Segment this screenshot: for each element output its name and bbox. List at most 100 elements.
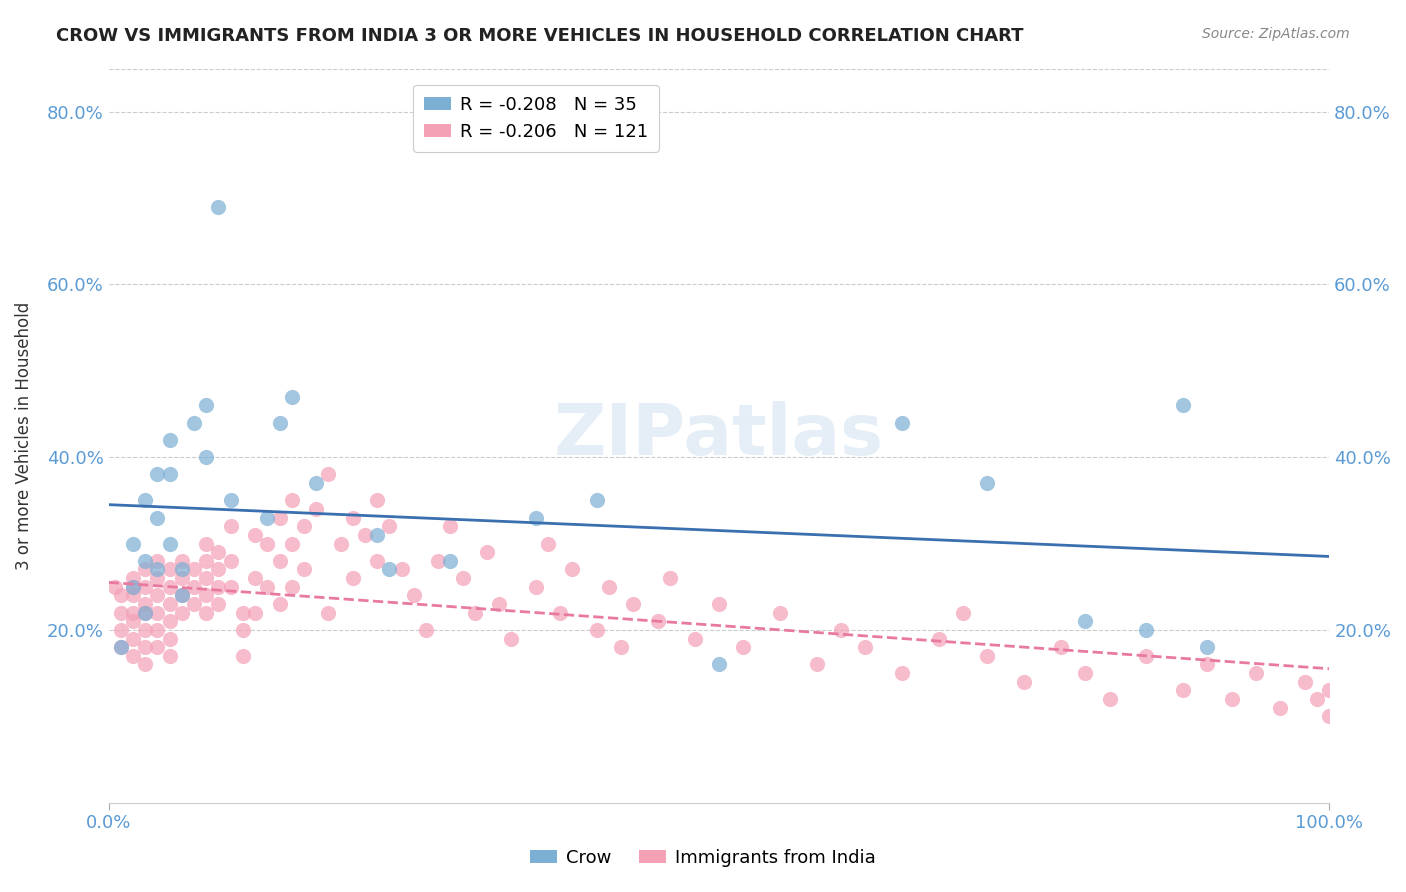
Text: ZIPatlas: ZIPatlas [554,401,884,470]
Point [146,623,169,637]
Point [366,554,388,568]
Point [146,571,169,585]
Point [280,580,302,594]
Point [195,571,218,585]
Point [610,640,633,654]
Point [159,467,181,482]
Point [159,562,181,576]
Point [122,571,145,585]
Point [159,536,181,550]
Point [586,623,609,637]
Point [110,640,132,654]
Point [207,580,229,594]
Point [110,606,132,620]
Point [104,580,127,594]
Point [598,580,620,594]
Point [1074,666,1097,681]
Point [243,606,266,620]
Text: CROW VS IMMIGRANTS FROM INDIA 3 OR MORE VEHICLES IN HOUSEHOLD CORRELATION CHART: CROW VS IMMIGRANTS FROM INDIA 3 OR MORE … [56,27,1024,45]
Point [366,493,388,508]
Point [830,623,852,637]
Point [146,640,169,654]
Point [318,606,340,620]
Point [561,562,583,576]
Point [134,623,156,637]
Point [134,606,156,620]
Point [269,597,291,611]
Point [1244,666,1267,681]
Text: Source: ZipAtlas.com: Source: ZipAtlas.com [1202,27,1350,41]
Point [170,562,193,576]
Point [329,536,352,550]
Point [170,588,193,602]
Point [305,502,328,516]
Point [134,562,156,576]
Point [122,648,145,663]
Point [659,571,682,585]
Point [122,580,145,594]
Point [623,597,645,611]
Point [146,588,169,602]
Point [122,632,145,646]
Point [170,588,193,602]
Point [280,536,302,550]
Point [256,510,278,524]
Point [146,606,169,620]
Point [195,536,218,550]
Point [1317,683,1340,698]
Point [415,623,437,637]
Point [1135,623,1157,637]
Point [243,571,266,585]
Point [269,416,291,430]
Point [183,562,205,576]
Point [243,528,266,542]
Point [219,580,242,594]
Point [146,510,169,524]
Point [159,648,181,663]
Point [501,632,523,646]
Point [256,536,278,550]
Point [280,390,302,404]
Point [342,571,364,585]
Point [159,580,181,594]
Point [219,554,242,568]
Point [170,571,193,585]
Point [733,640,755,654]
Point [1294,674,1316,689]
Point [207,597,229,611]
Y-axis label: 3 or more Vehicles in Household: 3 or more Vehicles in Household [15,301,32,570]
Point [134,554,156,568]
Point [537,536,560,550]
Point [354,528,377,542]
Point [391,562,413,576]
Point [305,476,328,491]
Point [134,597,156,611]
Point [183,580,205,594]
Point [183,416,205,430]
Point [280,493,302,508]
Point [342,510,364,524]
Point [170,606,193,620]
Point [195,554,218,568]
Point [159,433,181,447]
Point [366,528,388,542]
Point [122,536,145,550]
Point [488,597,510,611]
Point [586,493,609,508]
Point [146,467,169,482]
Legend: Crow, Immigrants from India: Crow, Immigrants from India [523,842,883,874]
Point [269,554,291,568]
Point [1270,700,1292,714]
Point [122,614,145,628]
Point [256,580,278,594]
Point [855,640,877,654]
Point [976,476,998,491]
Point [195,450,218,464]
Point [769,606,792,620]
Point [475,545,498,559]
Point [134,493,156,508]
Point [159,632,181,646]
Point [195,398,218,412]
Point [134,640,156,654]
Point [451,571,474,585]
